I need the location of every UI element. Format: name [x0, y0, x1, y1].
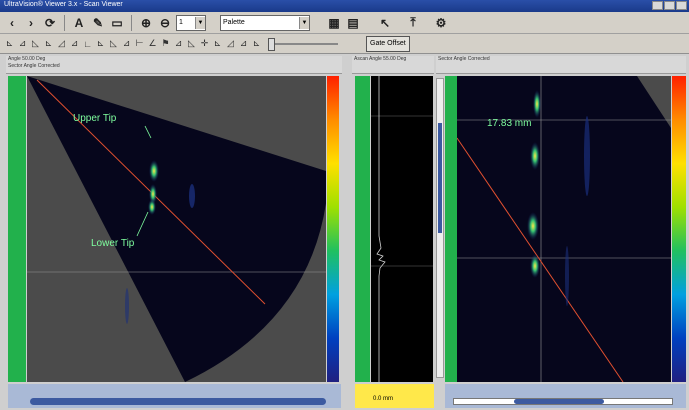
spacer: [364, 15, 374, 31]
right-color-palette: [672, 76, 686, 382]
cursor-tool-9-icon[interactable]: ◺: [110, 38, 117, 48]
back-arrow-icon[interactable]: ‹: [10, 15, 14, 30]
middle-panel-header-text: Ascan Angle 55.00 Deg: [354, 56, 407, 62]
ascan-scrollbar[interactable]: [436, 78, 444, 378]
right-panel-header: Sector Angle Corrected: [436, 56, 686, 74]
measure-tool-icon[interactable]: ⊢: [135, 38, 144, 48]
cursor-tool-10-icon[interactable]: ⊿: [122, 38, 131, 48]
pen-tool-icon[interactable]: ✎: [92, 15, 104, 30]
middle-panel-header: Ascan Angle 55.00 Deg: [352, 56, 434, 74]
sector-area: [27, 76, 326, 382]
spacer: [424, 15, 430, 31]
zoom-in-icon[interactable]: ⊕: [140, 15, 152, 30]
zoom-select[interactable]: 1 ▼: [176, 14, 206, 31]
pointer-icon[interactable]: ↖: [379, 15, 391, 30]
layout-grid-icon[interactable]: ▦: [328, 15, 340, 30]
noise-streak: [189, 184, 195, 208]
cursor-tool-1-icon[interactable]: ⊾: [5, 38, 14, 48]
left-panel-header-line2: Sector Angle Corrected: [8, 63, 60, 69]
left-panel-header-line1: Angle 50.00 Deg: [8, 56, 46, 62]
right-sector-image: 17.83 mm: [457, 76, 671, 382]
cursor-tool-17-icon[interactable]: ⊾: [213, 38, 222, 48]
export-icon[interactable]: ⤒: [410, 15, 416, 29]
spacer: [396, 15, 402, 31]
ascan-scroll-thumb[interactable]: [438, 123, 442, 233]
settings-gear-icon[interactable]: ⚙: [435, 15, 447, 30]
palette-value: Palette: [223, 19, 245, 26]
cursor-tool-7-icon[interactable]: ∟: [83, 38, 92, 49]
spacer: [344, 37, 364, 50]
ascan-footer-label: 0.0 mm: [373, 396, 394, 402]
ascan-amplitude-bar: 0.0 mm: [355, 384, 434, 408]
angle-tool-icon[interactable]: ∠: [148, 38, 157, 48]
cursor-toolbar: ⊾ ⊿ ◺ ⊾ ◿ ⊿ ∟ ⊾ ◺ ⊿ ⊢ ∠ ⚑ ⊿ ◺ ✛ ⊾ ◿ ⊿ ⊾ …: [0, 34, 689, 54]
cursor-tool-2-icon[interactable]: ⊿: [18, 38, 27, 48]
chevron-down-icon[interactable]: ▼: [299, 16, 309, 29]
spacer: [209, 15, 217, 31]
lower-tip-label: Lower Tip: [91, 238, 135, 249]
measurement-label: 17.83 mm: [487, 118, 531, 129]
window-title-bar: UltraVision® Viewer 3.x - Scan Viewer: [0, 0, 689, 12]
right-scroll-thumb[interactable]: [514, 399, 604, 404]
gate-offset-button[interactable]: Gate Offset: [366, 35, 410, 52]
right-index-ruler[interactable]: [445, 384, 686, 408]
window-controls: [652, 1, 687, 10]
chevron-down-icon[interactable]: ▼: [195, 16, 205, 29]
left-index-ruler[interactable]: [8, 384, 341, 408]
zoom-out-icon[interactable]: ⊖: [159, 15, 171, 30]
cursor-tool-8-icon[interactable]: ⊾: [96, 38, 105, 48]
left-depth-ruler[interactable]: [8, 76, 26, 382]
cursor-tool-15-icon[interactable]: ◺: [188, 38, 195, 48]
minimize-button[interactable]: [652, 1, 663, 10]
toolbar-separator: [64, 14, 65, 31]
left-sector-image: Upper Tip Lower Tip: [27, 76, 326, 382]
close-button[interactable]: [676, 1, 687, 10]
cursor-tool-5-icon[interactable]: ◿: [58, 38, 65, 48]
right-angle-cursor-line[interactable]: [457, 137, 624, 382]
right-depth-ruler[interactable]: [445, 76, 457, 382]
text-tool-icon[interactable]: A: [74, 15, 84, 30]
spacer: [313, 15, 323, 31]
zoom-value: 1: [179, 19, 183, 26]
forward-arrow-icon[interactable]: ›: [29, 15, 33, 30]
ascan-view[interactable]: [371, 76, 433, 382]
lower-tip-leader: [136, 211, 149, 237]
left-panel-header: Angle 50.00 Deg Sector Angle Corrected: [6, 56, 342, 74]
cursor-tool-19-icon[interactable]: ⊿: [239, 38, 248, 48]
right-scroll-track[interactable]: [453, 398, 673, 405]
upper-tip-label: Upper Tip: [73, 113, 117, 124]
right-panel-header-text: Sector Angle Corrected: [438, 56, 490, 62]
upper-tip-leader: [144, 125, 152, 139]
cursor-tool-14-icon[interactable]: ⊿: [174, 38, 183, 48]
rectangle-tool-icon[interactable]: ▭: [111, 15, 123, 30]
indication-mid: [149, 184, 157, 204]
crosshair-icon[interactable]: ✛: [200, 38, 209, 48]
cursor-tool-18-icon[interactable]: ◿: [227, 38, 234, 48]
left-scroll-thumb[interactable]: [30, 398, 326, 405]
table-icon[interactable]: ▤: [347, 15, 359, 30]
ascan-waveform: [371, 76, 433, 382]
indication-bottom: [148, 199, 156, 215]
left-sector-view[interactable]: Upper Tip Lower Tip: [27, 76, 326, 382]
window-title: UltraVision® Viewer 3.x - Scan Viewer: [4, 1, 123, 8]
gate-offset-label: Gate Offset: [370, 40, 406, 47]
left-color-palette: [327, 76, 339, 382]
right-sector-view[interactable]: 17.83 mm: [457, 76, 671, 382]
palette-select[interactable]: Palette ▼: [220, 14, 310, 31]
main-toolbar: ‹ › ⟳ A ✎ ▭ ⊕ ⊖ 1 ▼ Palette ▼ ▦ ▤ ↖ ⤒ ⚙: [0, 12, 689, 34]
toolbar-separator: [131, 14, 132, 31]
cursor-tool-3-icon[interactable]: ◺: [32, 38, 39, 48]
cursor-tool-20-icon[interactable]: ⊾: [252, 38, 261, 48]
gain-slider[interactable]: [268, 37, 338, 51]
cursor-tool-4-icon[interactable]: ⊾: [44, 38, 53, 48]
noise-streak: [125, 288, 129, 324]
indication-top: [149, 160, 159, 182]
flag-tool-icon[interactable]: ⚑: [161, 38, 170, 48]
maximize-button[interactable]: [664, 1, 675, 10]
cursor-tool-6-icon[interactable]: ⊿: [70, 38, 79, 48]
right-sector-area: [457, 76, 671, 382]
refresh-icon[interactable]: ⟳: [44, 15, 56, 30]
middle-depth-ruler[interactable]: [355, 76, 370, 382]
